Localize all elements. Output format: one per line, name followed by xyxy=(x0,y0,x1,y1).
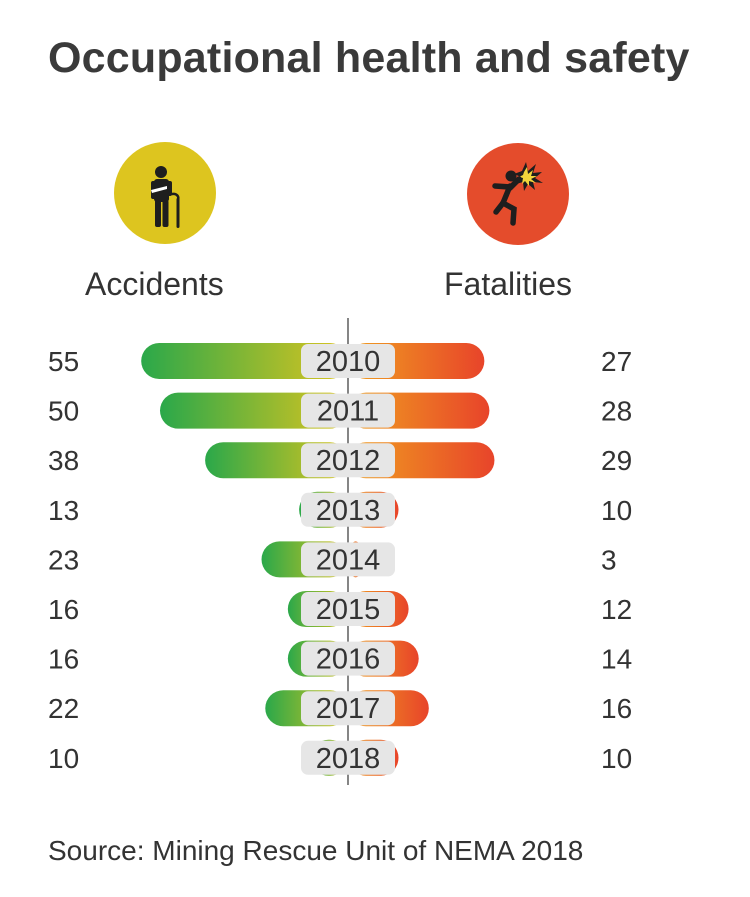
fatalities-value-2015: 12 xyxy=(601,594,632,625)
year-pill-2016 xyxy=(301,641,395,676)
accidents-bar-2010 xyxy=(141,343,348,379)
year-pill-2010 xyxy=(301,344,395,378)
fatalities-bar-2013 xyxy=(348,491,399,528)
fatality-electric-hazard-icon xyxy=(467,143,569,245)
fatalities-value-2017: 16 xyxy=(601,693,632,724)
fatalities-value-2016: 14 xyxy=(601,644,632,675)
fatalities-bar-2016 xyxy=(348,640,419,677)
fatalities-value-2013: 10 xyxy=(601,495,632,526)
year-label-2015: 2015 xyxy=(316,594,381,626)
fatalities-bar-2014 xyxy=(348,541,364,578)
year-label-2017: 2017 xyxy=(316,693,381,725)
accidents-value-2017: 22 xyxy=(48,693,79,724)
fatalities-bar-2012 xyxy=(348,442,495,479)
accidents-bar-2017 xyxy=(265,690,348,727)
year-label-2010: 2010 xyxy=(316,346,381,378)
year-label-2012: 2012 xyxy=(316,445,381,477)
year-label-2011: 2011 xyxy=(317,396,379,428)
year-pill-2011 xyxy=(301,393,395,428)
accidents-bar-2012 xyxy=(205,442,348,479)
accidents-bar-2016 xyxy=(287,640,348,677)
year-label-2013: 2013 xyxy=(316,495,381,527)
fatalities-value-2010: 27 xyxy=(601,346,632,377)
year-pill-2012 xyxy=(301,443,395,478)
accidents-label: Accidents xyxy=(85,266,224,302)
accidents-value-2010: 55 xyxy=(48,346,79,377)
accidents-value-2018: 10 xyxy=(48,743,79,774)
year-label-2016: 2016 xyxy=(316,644,381,676)
fatalities-label: Fatalities xyxy=(444,266,573,302)
year-pill-2017 xyxy=(301,691,395,726)
fatalities-value-2011: 28 xyxy=(601,396,632,427)
fatalities-value-2014: 3 xyxy=(601,544,617,575)
accidents-bar-2013 xyxy=(299,491,348,528)
fatalities-bar-2017 xyxy=(348,690,429,727)
accidents-bar-2011 xyxy=(160,392,348,429)
accidents-value-2011: 50 xyxy=(48,396,79,427)
year-pill-2013 xyxy=(301,492,395,527)
fatalities-bar-2010 xyxy=(348,343,485,379)
year-pill-2014 xyxy=(301,542,395,577)
injured-worker-icon xyxy=(114,142,216,244)
fatalities-bar-2015 xyxy=(348,591,409,627)
fatalities-bar-2018 xyxy=(348,739,399,776)
accidents-value-2012: 38 xyxy=(48,445,79,476)
accidents-value-2015: 16 xyxy=(48,594,79,625)
accidents-bar-2018 xyxy=(310,739,348,776)
year-pill-2015 xyxy=(301,592,395,626)
fatalities-value-2018: 10 xyxy=(601,743,632,774)
chart-title: Occupational health and safety xyxy=(48,34,690,82)
year-label-2014: 2014 xyxy=(316,544,381,576)
accidents-value-2014: 23 xyxy=(48,544,79,575)
source-note: Source: Mining Rescue Unit of NEMA 2018 xyxy=(48,835,584,866)
year-label-2018: 2018 xyxy=(316,743,381,775)
year-pill-2018 xyxy=(301,740,395,775)
fatalities-bar-2011 xyxy=(348,392,490,429)
fatalities-value-2012: 29 xyxy=(601,445,632,476)
accidents-bar-2014 xyxy=(261,541,348,578)
accidents-bar-2015 xyxy=(287,591,348,627)
accidents-value-2016: 16 xyxy=(48,644,79,675)
accidents-value-2013: 13 xyxy=(48,495,79,526)
